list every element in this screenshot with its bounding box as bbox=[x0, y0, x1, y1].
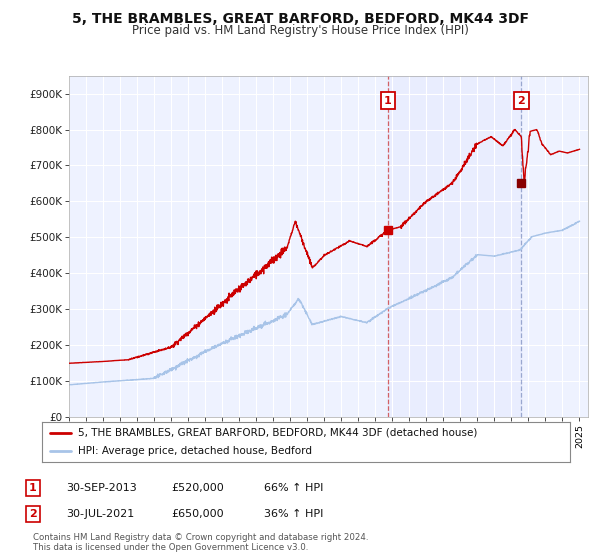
Text: 30-JUL-2021: 30-JUL-2021 bbox=[66, 509, 134, 519]
Text: HPI: Average price, detached house, Bedford: HPI: Average price, detached house, Bedf… bbox=[78, 446, 312, 456]
Text: 66% ↑ HPI: 66% ↑ HPI bbox=[264, 483, 323, 493]
Text: 2: 2 bbox=[29, 509, 37, 519]
Text: 1: 1 bbox=[384, 96, 392, 106]
Bar bbox=[388, 76, 521, 417]
Text: Price paid vs. HM Land Registry's House Price Index (HPI): Price paid vs. HM Land Registry's House … bbox=[131, 24, 469, 36]
Text: 30-SEP-2013: 30-SEP-2013 bbox=[66, 483, 137, 493]
Text: 2: 2 bbox=[517, 96, 525, 106]
Text: 5, THE BRAMBLES, GREAT BARFORD, BEDFORD, MK44 3DF: 5, THE BRAMBLES, GREAT BARFORD, BEDFORD,… bbox=[71, 12, 529, 26]
Text: This data is licensed under the Open Government Licence v3.0.: This data is licensed under the Open Gov… bbox=[33, 543, 308, 552]
Text: Contains HM Land Registry data © Crown copyright and database right 2024.: Contains HM Land Registry data © Crown c… bbox=[33, 533, 368, 542]
Text: £650,000: £650,000 bbox=[171, 509, 224, 519]
Text: 36% ↑ HPI: 36% ↑ HPI bbox=[264, 509, 323, 519]
Text: 5, THE BRAMBLES, GREAT BARFORD, BEDFORD, MK44 3DF (detached house): 5, THE BRAMBLES, GREAT BARFORD, BEDFORD,… bbox=[78, 428, 477, 437]
Text: 1: 1 bbox=[29, 483, 37, 493]
Text: £520,000: £520,000 bbox=[171, 483, 224, 493]
